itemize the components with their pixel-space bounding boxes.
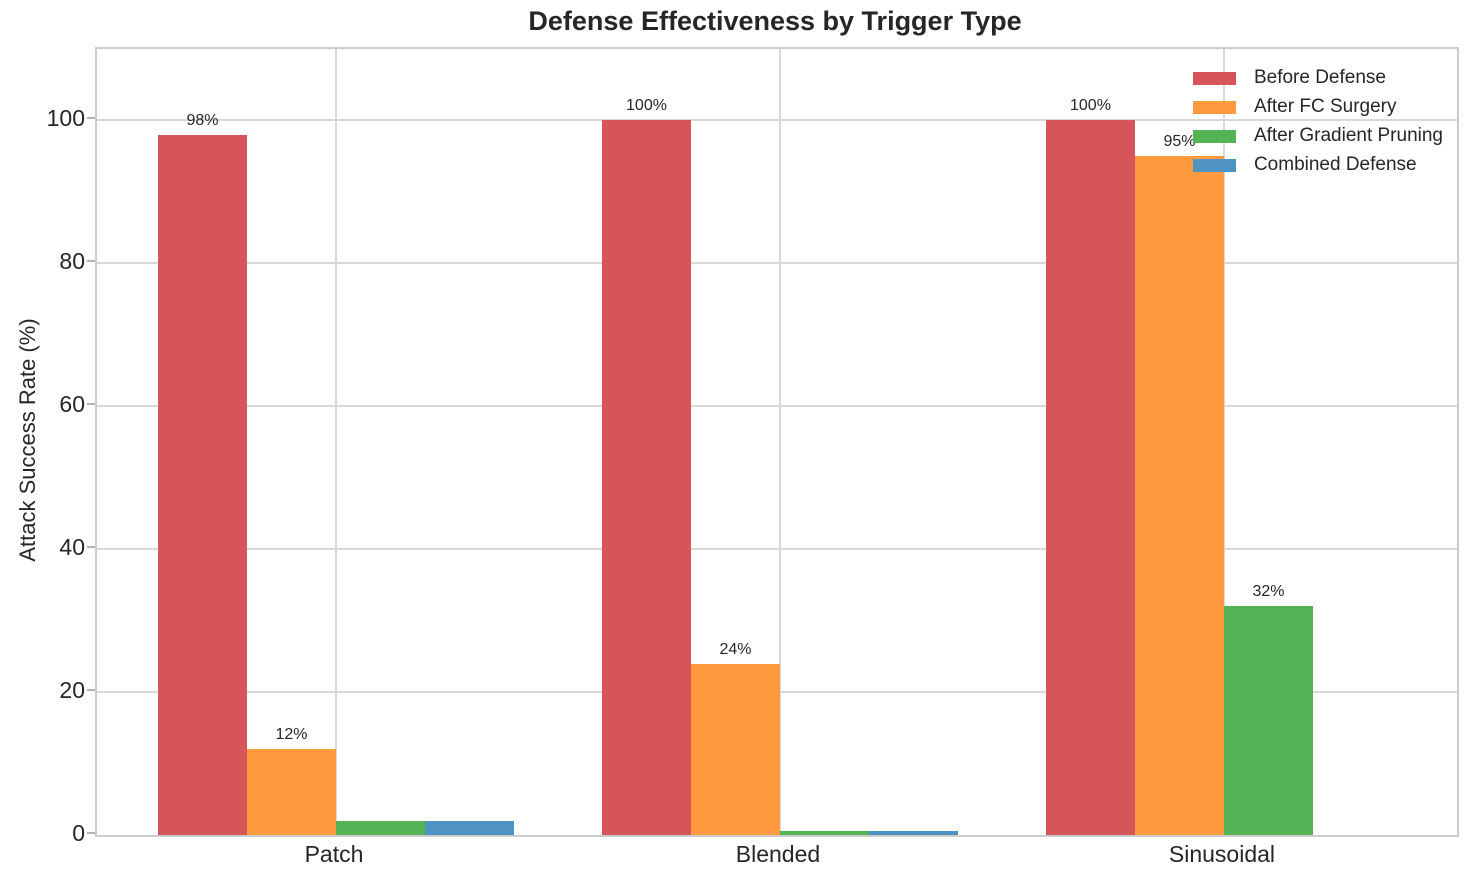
bar-combined-defense-patch — [425, 821, 514, 835]
bar-value-label: 100% — [1070, 97, 1111, 115]
legend-item: After Gradient Pruning — [1192, 125, 1443, 147]
gridline-horizontal — [97, 119, 1457, 122]
y-tick-label: 80 — [59, 248, 85, 275]
legend-swatch-icon — [1192, 158, 1236, 172]
x-tick-label: Patch — [304, 841, 364, 867]
gridline-vertical — [335, 49, 337, 835]
y-axis-title: Attack Success Rate (%) — [15, 318, 40, 562]
gridline-vertical — [778, 49, 781, 835]
bar-value-label: 98% — [186, 111, 219, 129]
y-tick-mark — [87, 117, 95, 120]
bar-value-label: 12% — [275, 726, 308, 744]
y-tick-mark — [87, 260, 95, 263]
gridline-horizontal — [97, 405, 1457, 408]
legend-swatch-icon — [1192, 71, 1236, 85]
bar-value-label: 100% — [626, 97, 667, 115]
bar-before-defense-sinusoidal — [1045, 120, 1135, 835]
bar-value-label: 95% — [1163, 133, 1196, 151]
x-tick-label: Blended — [735, 841, 821, 867]
y-tick-mark — [87, 403, 95, 406]
x-tick-label: Sinusoidal — [1168, 841, 1276, 867]
legend-label: After Gradient Pruning — [1253, 125, 1443, 146]
bar-after-gradient-pruning-blended — [779, 831, 869, 835]
legend: Before Defense After FC Surgery After Grad… — [1183, 59, 1457, 186]
bar-combined-defense-blended — [868, 831, 958, 835]
legend-swatch-icon — [1192, 100, 1236, 114]
plot-area: 98% 100% 100% 12% 24% 95% 32% Before Defense Aft… — [95, 47, 1459, 837]
bar-after-fc-surgery-blended — [690, 664, 780, 835]
bar-after-gradient-pruning-patch — [336, 821, 425, 835]
y-tick-mark — [87, 546, 95, 549]
y-tick-label: 40 — [59, 534, 85, 561]
bar-value-label: 24% — [719, 640, 752, 658]
y-tick-label: 60 — [59, 391, 85, 418]
bar-after-gradient-pruning-sinusoidal — [1223, 606, 1313, 835]
y-tick-mark — [87, 689, 95, 692]
bar-value-label: 32% — [1252, 583, 1285, 601]
legend-swatch-icon — [1192, 129, 1236, 143]
y-tick-label: 20 — [59, 677, 85, 704]
y-tick-label: 100 — [46, 105, 85, 132]
bar-before-defense-blended — [601, 120, 691, 835]
bar-before-defense-patch — [158, 135, 247, 835]
bar-after-fc-surgery-patch — [247, 749, 336, 835]
y-tick-mark — [87, 832, 95, 834]
legend-label: After FC Surgery — [1253, 96, 1397, 117]
bar-after-fc-surgery-sinusoidal — [1134, 156, 1224, 835]
chart-title: Defense Effectiveness by Trigger Type — [528, 6, 1022, 36]
legend-label: Before Defense — [1253, 67, 1386, 88]
legend-item: Before Defense — [1192, 67, 1443, 89]
gridline-horizontal — [97, 548, 1457, 551]
legend-item: Combined Defense — [1192, 154, 1443, 176]
legend-item: After FC Surgery — [1192, 96, 1443, 118]
gridline-horizontal — [97, 262, 1457, 265]
y-tick-label: 0 — [72, 820, 85, 846]
legend-label: Combined Defense — [1253, 154, 1417, 175]
gridline-vertical — [1222, 49, 1225, 835]
